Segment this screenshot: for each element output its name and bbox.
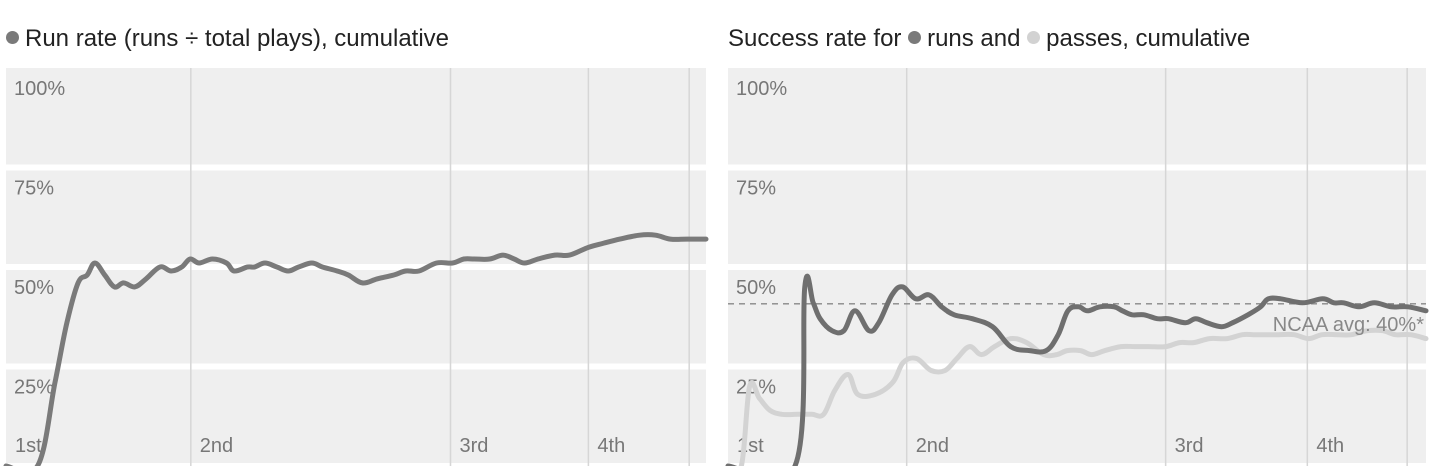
y-tick-label: 50% — [14, 277, 54, 299]
passes-series-line — [725, 327, 1429, 466]
y-tick-label: 75% — [14, 178, 54, 200]
runs-dot-icon — [908, 31, 922, 45]
quarter-label: 3rd — [1175, 435, 1204, 457]
series-dot-icon — [6, 31, 19, 45]
ncaa-average-label: NCAA avg: 40%* — [1273, 314, 1424, 336]
runs-series-line — [725, 273, 1429, 466]
plot-band — [728, 68, 1426, 165]
plot-band — [6, 369, 706, 463]
y-tick-label: 75% — [736, 178, 776, 200]
quarter-label: 3rd — [460, 435, 489, 457]
chart-title-runs: runs and — [927, 25, 1021, 52]
plot-band — [728, 170, 1426, 264]
y-tick-label: 100% — [736, 78, 787, 100]
run-rate-series-line — [3, 232, 709, 466]
success-rate-chart-panel: Success rate for runs and passes, cumula… — [722, 0, 1434, 466]
quarter-label: 4th — [597, 435, 625, 457]
quarter-label: 2nd — [200, 435, 233, 457]
quarter-label: 2nd — [916, 435, 949, 457]
y-tick-label: 50% — [736, 277, 776, 299]
chart-title: Run rate (runs ÷ total plays), cumulativ… — [6, 24, 449, 54]
plot-band — [6, 170, 706, 264]
run-rate-plot: 100% 75% 50% 25% 1st 2nd 3rd 4th — [3, 68, 709, 466]
passes-dot-icon — [1027, 31, 1041, 45]
plot-band — [728, 369, 1426, 463]
y-tick-label: 100% — [14, 78, 65, 100]
chart-title: Success rate for runs and passes, cumula… — [728, 24, 1250, 54]
quarter-label: 4th — [1316, 435, 1344, 457]
y-tick-label: 25% — [14, 377, 54, 399]
plot-band — [6, 68, 706, 165]
chart-title-prefix: Success rate for — [728, 25, 902, 52]
chart-title-text: Run rate (runs ÷ total plays), cumulativ… — [25, 25, 450, 52]
run-rate-chart-panel: Run rate (runs ÷ total plays), cumulativ… — [0, 0, 710, 466]
chart-title-passes: passes, cumulative — [1046, 25, 1251, 52]
quarter-label: 1st — [15, 435, 42, 457]
